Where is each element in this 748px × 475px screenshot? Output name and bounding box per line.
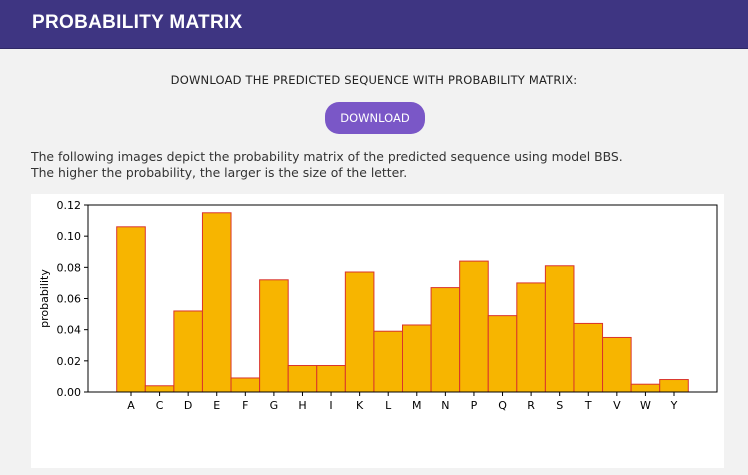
- download-heading: DOWNLOAD THE PREDICTED SEQUENCE WITH PRO…: [170, 73, 578, 87]
- x-tick-label: P: [471, 399, 478, 412]
- y-axis-label: probability: [38, 269, 51, 328]
- x-tick-label: S: [556, 399, 563, 412]
- x-tick-label: Y: [670, 399, 678, 412]
- bar-H: [287, 365, 318, 393]
- y-tick-label: 0.08: [57, 261, 82, 274]
- x-tick-label: R: [527, 399, 535, 412]
- bar-D: [173, 310, 203, 393]
- x-tick-label: L: [385, 399, 392, 412]
- probability-chart-svg: 0.00 0.02 0.04 0.06 0.08 0.10 0.12 A C D E F G H I K L M N…: [38, 199, 718, 412]
- y-tick-label: 0.12: [57, 199, 82, 212]
- x-tick-label: C: [156, 399, 164, 412]
- bar-P: [459, 260, 489, 393]
- x-tick-label: Q: [498, 399, 507, 412]
- x-tick-label: N: [441, 399, 449, 412]
- bar-C: [144, 385, 175, 393]
- description-line-1: The following images depict the probabil…: [31, 149, 623, 164]
- bar-Q: [487, 315, 518, 393]
- main-content: DOWNLOAD THE PREDICTED SEQUENCE WITH PRO…: [0, 49, 748, 475]
- bar-E: [201, 212, 232, 393]
- bar-M: [402, 324, 432, 393]
- x-tick-label: V: [613, 399, 621, 412]
- x-tick-label: F: [242, 399, 248, 412]
- bar-A: [116, 226, 146, 393]
- y-tick-label: 0.00: [57, 386, 82, 399]
- x-tick-label: I: [329, 399, 332, 412]
- bar-L: [373, 330, 404, 393]
- x-tick-label: D: [184, 399, 192, 412]
- x-tick-label: W: [640, 399, 651, 412]
- bar-N: [430, 287, 461, 393]
- bar-F: [230, 377, 261, 393]
- probability-chart: 0.00 0.02 0.04 0.06 0.08 0.10 0.12 A C D E F G H I K L M N…: [31, 194, 724, 468]
- x-tick-label: G: [270, 399, 279, 412]
- x-tick-label: H: [298, 399, 306, 412]
- download-button[interactable]: DOWNLOAD: [325, 102, 425, 134]
- description-line-2: The higher the probability, the larger i…: [31, 165, 408, 180]
- y-tick-label: 0.04: [57, 324, 82, 337]
- header-bar: PROBABILITY MATRIX: [0, 0, 748, 49]
- y-tick-label: 0.06: [57, 293, 82, 306]
- x-tick-label: T: [584, 399, 592, 412]
- bar-K: [344, 271, 375, 393]
- bar-G: [259, 279, 289, 393]
- page-title: PROBABILITY MATRIX: [32, 12, 243, 33]
- bar-W: [630, 383, 661, 393]
- x-tick-label: M: [412, 399, 422, 412]
- y-tick-label: 0.10: [57, 230, 82, 243]
- x-tick-label: K: [356, 399, 364, 412]
- bar-T: [573, 322, 604, 393]
- bar-V: [602, 336, 632, 393]
- x-tick-label: E: [213, 399, 220, 412]
- bar-I: [316, 365, 346, 393]
- x-tick-label: A: [127, 399, 135, 412]
- y-tick-label: 0.02: [57, 355, 82, 368]
- bar-Y: [659, 379, 689, 393]
- bar-S: [544, 265, 575, 393]
- bar-R: [516, 282, 546, 393]
